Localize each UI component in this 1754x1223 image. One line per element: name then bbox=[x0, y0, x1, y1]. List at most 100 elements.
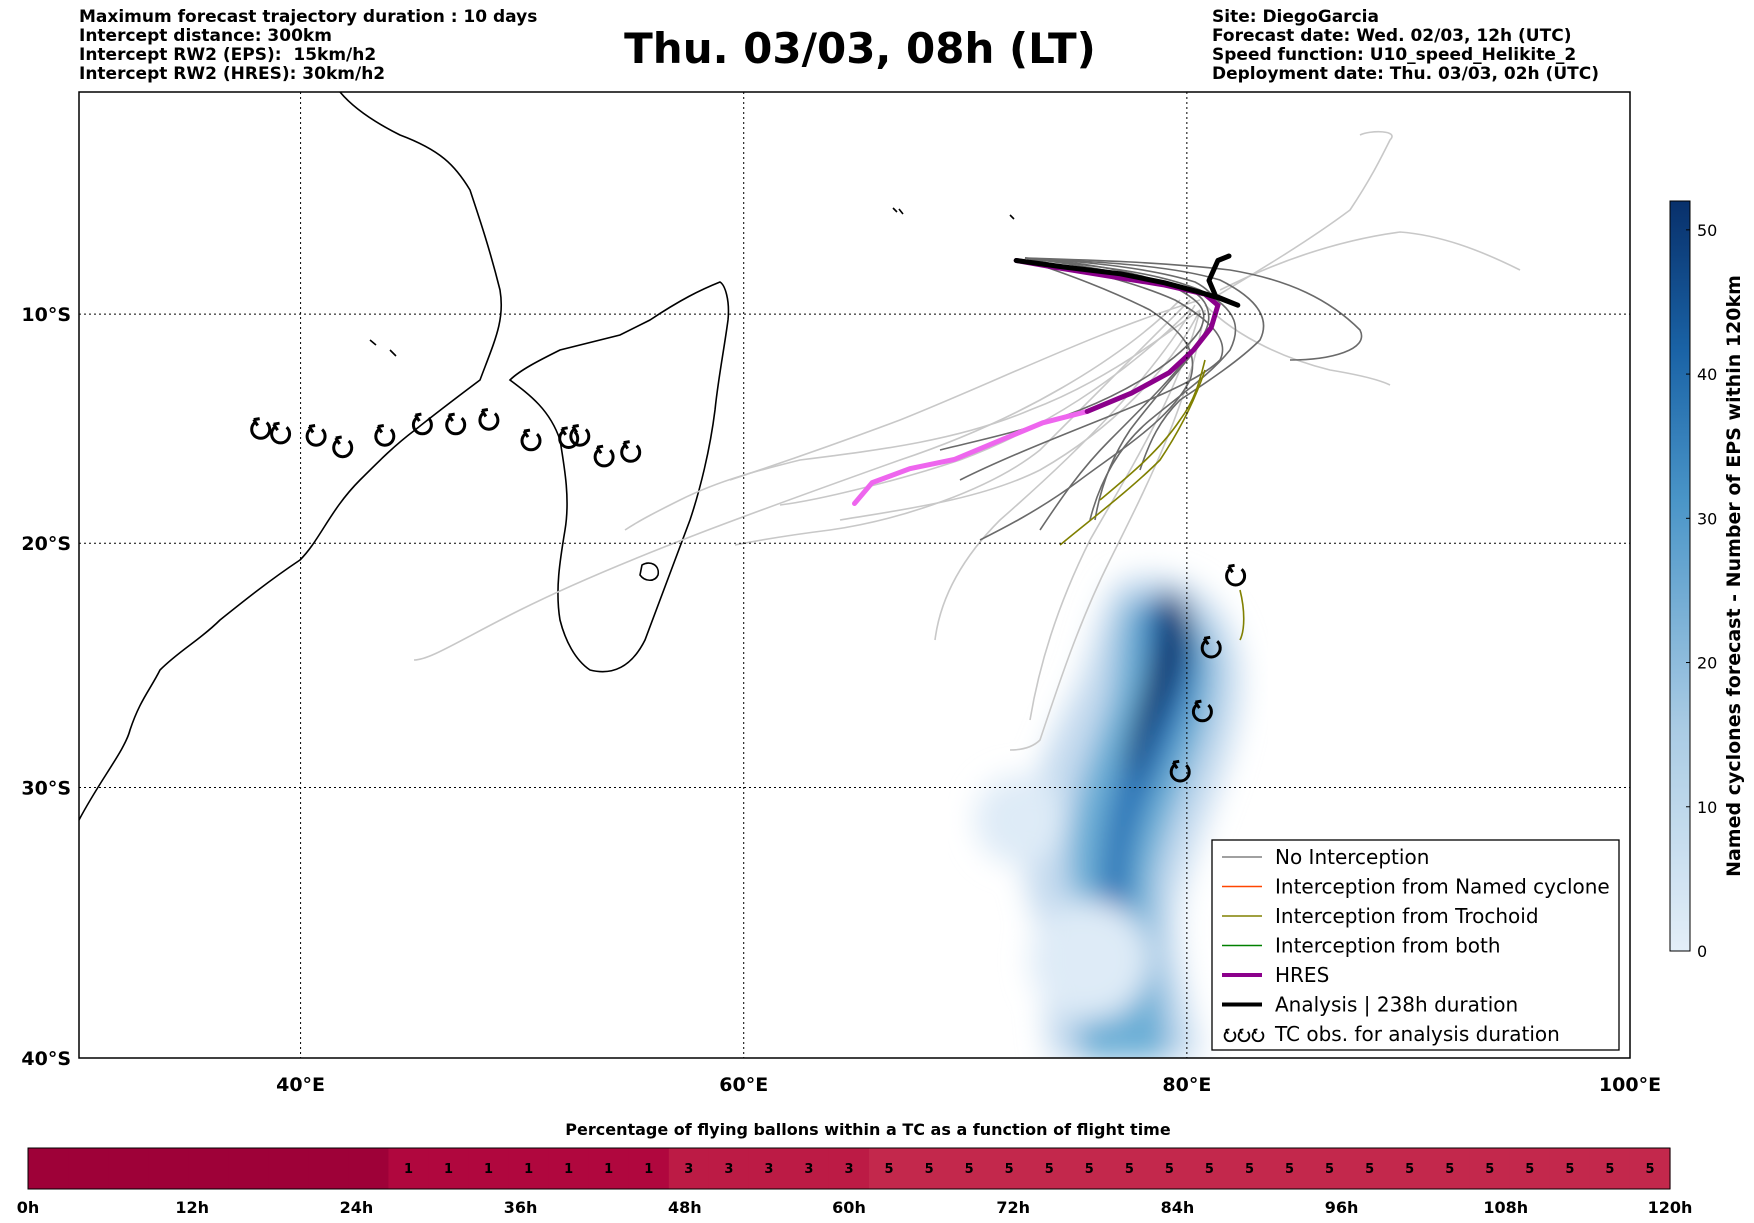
timebar-tick-label: 36h bbox=[504, 1198, 538, 1217]
colorbar-label: Named cyclones forecast - Number of EPS … bbox=[1723, 275, 1745, 877]
timebar-cell-value: 1 bbox=[564, 1162, 573, 1177]
colorbar-gradient bbox=[1669, 200, 1691, 952]
timebar-cell bbox=[1589, 1148, 1631, 1189]
tc-obs-symbol bbox=[305, 424, 327, 447]
tc-obs-symbol bbox=[270, 421, 292, 445]
legend-label: TC obs. for analysis duration bbox=[1274, 1022, 1560, 1046]
colorbar-tick-label: 40 bbox=[1697, 365, 1717, 384]
legend-label: HRES bbox=[1275, 963, 1329, 987]
header-left-line-3: Intercept RW2 (EPS): 15km/h2 bbox=[79, 45, 377, 65]
timebar-cell bbox=[1429, 1148, 1471, 1189]
analysis-track bbox=[1013, 253, 1241, 308]
timebar-cell-value: 3 bbox=[724, 1162, 733, 1177]
timebar-cell bbox=[108, 1148, 149, 1189]
timebar-cell bbox=[869, 1148, 910, 1189]
timebar-tick-label: 60h bbox=[832, 1198, 866, 1217]
lat-tick-label: 10°S bbox=[21, 304, 71, 326]
timebar-cell-value: 3 bbox=[684, 1162, 693, 1177]
ensemble-tracks-late bbox=[939, 257, 1363, 541]
tc-obs-symbol bbox=[445, 412, 467, 436]
colorbar-tick-label: 0 bbox=[1697, 942, 1707, 961]
legend-box bbox=[1211, 839, 1620, 1051]
timebar-cell-value: 5 bbox=[1205, 1162, 1214, 1177]
timebar-tick-label: 48h bbox=[668, 1198, 702, 1217]
timebar-cell bbox=[1389, 1148, 1431, 1189]
timebar-cell-value: 5 bbox=[1285, 1162, 1294, 1177]
timebar-cell bbox=[468, 1148, 510, 1189]
timebar-tick-label: 96h bbox=[1325, 1198, 1359, 1217]
hres-track bbox=[852, 258, 1221, 506]
tc-obs-symbol bbox=[332, 435, 354, 459]
timebar-cell-value: 5 bbox=[1605, 1162, 1614, 1177]
tc-obs-symbol bbox=[620, 440, 642, 463]
tc-obs-symbol bbox=[569, 424, 591, 447]
tc-obs-symbol bbox=[1200, 635, 1222, 659]
header-right-line-3: Speed function: U10_speed_Helikite_2 bbox=[1212, 45, 1577, 65]
timebar-cell bbox=[1109, 1148, 1150, 1189]
time-bar: Percentage of flying ballons within a TC… bbox=[17, 1120, 1693, 1217]
colorbar-tick-label: 30 bbox=[1697, 509, 1717, 528]
hres-track-early bbox=[852, 408, 1090, 506]
colorbar-tick-label: 10 bbox=[1697, 798, 1717, 817]
tc-obs-symbol bbox=[593, 444, 615, 468]
timebar-cell bbox=[1229, 1148, 1271, 1189]
header-info-right: Site: DiegoGarcia Forecast date: Wed. 02… bbox=[1212, 8, 1599, 84]
timebar-cell bbox=[308, 1148, 349, 1189]
legend-label: Analysis | 238h duration bbox=[1275, 993, 1518, 1017]
tc-obs-symbol bbox=[478, 408, 500, 431]
legend-entry: Interception from Trochoid bbox=[1222, 904, 1539, 928]
header-left-line-1: Maximum forecast trajectory duration : 1… bbox=[79, 7, 538, 27]
timebar-cell bbox=[1069, 1148, 1110, 1189]
timebar-tick-label: 120h bbox=[1648, 1198, 1693, 1217]
legend-entry: Interception from Named cyclone bbox=[1222, 875, 1610, 899]
header-info-left: Maximum forecast trajectory duration : 1… bbox=[79, 8, 537, 84]
tc-obs-symbol bbox=[1191, 699, 1213, 723]
timebar-cell-value: 1 bbox=[444, 1162, 453, 1177]
timebar-cell bbox=[268, 1148, 309, 1189]
legend-label: Interception from both bbox=[1275, 934, 1501, 958]
legend-label: No Interception bbox=[1275, 845, 1429, 869]
timebar-cell-value: 5 bbox=[965, 1162, 974, 1177]
timebar-cell bbox=[1469, 1148, 1511, 1189]
timebar-cell-value: 5 bbox=[1485, 1162, 1494, 1177]
timebar-cell-value: 3 bbox=[804, 1162, 813, 1177]
timebar-cell bbox=[1629, 1148, 1671, 1189]
timebar-cell bbox=[428, 1148, 470, 1189]
timebar-ticks: 0h 12h 24h 36h 48h 60h 72h 84h 96h 108h 120h bbox=[17, 1198, 1693, 1217]
timebar-cell-value: 5 bbox=[1005, 1162, 1014, 1177]
tc-obs-symbol bbox=[250, 417, 272, 440]
timebar-frame bbox=[27, 1147, 1671, 1190]
timebar-tick-label: 0h bbox=[17, 1198, 40, 1217]
timebar-cell bbox=[1029, 1148, 1070, 1189]
timebar-cell bbox=[1149, 1148, 1191, 1189]
timebar-cell bbox=[1269, 1148, 1311, 1189]
legend-entry: Interception from both bbox=[1222, 934, 1501, 958]
timebar-cell-value: 5 bbox=[1405, 1162, 1414, 1177]
timebar-cell bbox=[228, 1148, 269, 1189]
analysis-track-line bbox=[1013, 253, 1241, 308]
comoros-islands bbox=[369, 339, 397, 357]
lon-tick-label: 40°E bbox=[276, 1074, 325, 1096]
timebar-cell-value: 5 bbox=[925, 1162, 934, 1177]
trochoid-tracks bbox=[1059, 359, 1245, 641]
timebar-cell bbox=[748, 1148, 790, 1189]
africa-coastline bbox=[79, 92, 503, 821]
legend: No Interception Interception from Named c… bbox=[1211, 839, 1620, 1051]
tc-observations bbox=[250, 408, 1247, 783]
header-right-line-1: Site: DiegoGarcia bbox=[1212, 7, 1379, 27]
timebar-cell bbox=[1549, 1148, 1591, 1189]
legend-entry: HRES bbox=[1222, 963, 1329, 987]
timebar-cell-value: 5 bbox=[1365, 1162, 1374, 1177]
timebar-cell-value: 5 bbox=[1565, 1162, 1574, 1177]
tc-obs-symbol bbox=[558, 426, 580, 449]
timebar-cell-value: 5 bbox=[1045, 1162, 1054, 1177]
tc-obs-symbol bbox=[411, 412, 433, 436]
timebar-cell bbox=[348, 1148, 390, 1189]
legend-entry: No Interception bbox=[1222, 845, 1429, 869]
header-right-line-4: Deployment date: Thu. 03/03, 02h (UTC) bbox=[1212, 64, 1599, 84]
hres-track-late bbox=[1013, 258, 1221, 414]
timebar-cell bbox=[588, 1148, 630, 1189]
mauritius-island bbox=[639, 562, 660, 582]
timebar-cell-value: 1 bbox=[604, 1162, 613, 1177]
